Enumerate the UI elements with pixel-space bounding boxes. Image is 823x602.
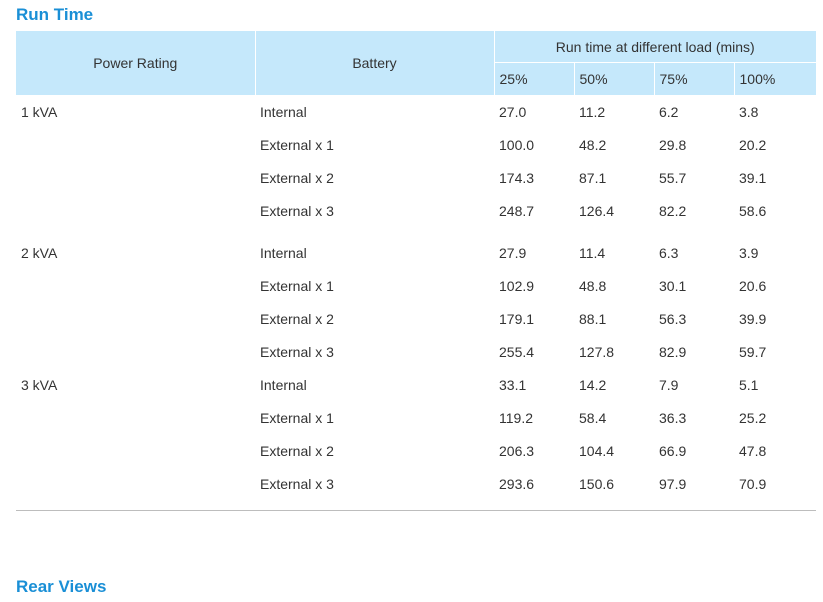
runtime-value-cell: 3.8	[739, 103, 759, 120]
group-spacer-cell	[16, 227, 816, 236]
header-load-100: 100%	[733, 62, 817, 95]
battery-cell: External x 3	[260, 202, 334, 219]
battery-cell: External x 1	[260, 409, 334, 426]
runtime-value-cell: 55.7	[659, 169, 687, 186]
runtime-value-cell: 6.3	[659, 244, 679, 261]
table-row: External x 3 293.6 150.6 97.9 70.9	[16, 467, 816, 500]
runtime-value-cell: 36.3	[659, 409, 687, 426]
run-time-title: Run Time	[16, 5, 94, 24]
runtime-value-cell: 27.9	[499, 244, 527, 261]
runtime-value-cell: 25.2	[739, 409, 767, 426]
runtime-value-cell: 97.9	[659, 475, 687, 492]
runtime-table-header: Power Rating Battery Run time at differe…	[16, 31, 817, 95]
battery-cell: Internal	[260, 244, 307, 261]
runtime-value-cell: 255.4	[499, 343, 535, 360]
runtime-value-cell: 127.8	[579, 343, 615, 360]
table-row: External x 3 248.7 126.4 82.2 58.6	[16, 194, 816, 227]
table-row: External x 1 100.0 48.2 29.8 20.2	[16, 128, 816, 161]
runtime-value-cell: 58.6	[739, 202, 767, 219]
runtime-value-cell: 100.0	[499, 136, 535, 153]
table-row: External x 3 255.4 127.8 82.9 59.7	[16, 335, 816, 368]
table-row: External x 1 119.2 58.4 36.3 25.2	[16, 401, 816, 434]
header-load-75: 75%	[653, 62, 734, 95]
runtime-value-cell: 56.3	[659, 310, 687, 327]
runtime-value-cell: 20.2	[739, 136, 767, 153]
runtime-value-cell: 5.1	[739, 376, 759, 393]
table-row: External x 1 102.9 48.8 30.1 20.6	[16, 269, 816, 302]
table-row: 1 kVA Internal 27.0 11.2 6.2 3.8	[16, 95, 816, 128]
runtime-value-cell: 119.2	[499, 409, 533, 426]
runtime-value-cell: 48.8	[579, 277, 607, 294]
table-row: 2 kVA Internal 27.9 11.4 6.3 3.9	[16, 236, 816, 269]
runtime-value-cell: 47.8	[739, 442, 767, 459]
table-row: External x 2 179.1 88.1 56.3 39.9	[16, 302, 816, 335]
runtime-value-cell: 126.4	[579, 202, 615, 219]
runtime-value-cell: 39.9	[739, 310, 767, 327]
header-load-50: 50%	[573, 62, 654, 95]
table-row: 3 kVA Internal 33.1 14.2 7.9 5.1	[16, 368, 816, 401]
runtime-value-cell: 70.9	[739, 475, 767, 492]
runtime-value-cell: 27.0	[499, 103, 527, 120]
runtime-value-cell: 150.6	[579, 475, 615, 492]
runtime-value-cell: 20.6	[739, 277, 767, 294]
runtime-value-cell: 29.8	[659, 136, 687, 153]
runtime-value-cell: 11.2	[579, 103, 606, 120]
battery-cell: External x 2	[260, 442, 334, 459]
runtime-value-cell: 174.3	[499, 169, 535, 186]
battery-cell: Internal	[260, 103, 307, 120]
runtime-value-cell: 104.4	[579, 442, 615, 459]
runtime-value-cell: 39.1	[739, 169, 767, 186]
runtime-value-cell: 82.9	[659, 343, 687, 360]
runtime-value-cell: 48.2	[579, 136, 607, 153]
runtime-value-cell: 6.2	[659, 103, 679, 120]
runtime-value-cell: 3.9	[739, 244, 759, 261]
battery-cell: External x 2	[260, 169, 334, 186]
runtime-value-cell: 87.1	[579, 169, 607, 186]
table-bottom-rule	[16, 510, 816, 511]
header-load-group: Run time at different load (mins)	[494, 31, 817, 63]
runtime-value-cell: 59.7	[739, 343, 767, 360]
runtime-value-cell: 33.1	[499, 376, 527, 393]
runtime-table: Power Rating Battery Run time at differe…	[16, 31, 817, 500]
battery-cell: External x 3	[260, 475, 334, 492]
runtime-value-cell: 293.6	[499, 475, 535, 492]
runtime-value-cell: 11.4	[579, 244, 606, 261]
runtime-value-cell: 88.1	[579, 310, 607, 327]
header-load-25: 25%	[494, 62, 574, 95]
header-power-rating: Power Rating	[16, 31, 256, 95]
power-rating-cell: 2 kVA	[21, 245, 58, 261]
runtime-value-cell: 206.3	[499, 442, 535, 459]
runtime-value-cell: 58.4	[579, 409, 607, 426]
battery-cell: External x 3	[260, 343, 334, 360]
rear-views-title: Rear Views	[16, 577, 107, 596]
battery-cell: Internal	[260, 376, 307, 393]
runtime-value-cell: 102.9	[499, 277, 535, 294]
runtime-value-cell: 7.9	[659, 376, 679, 393]
runtime-value-cell: 30.1	[659, 277, 687, 294]
battery-cell: External x 1	[260, 277, 334, 294]
table-row: External x 2 174.3 87.1 55.7 39.1	[16, 161, 816, 194]
runtime-value-cell: 82.2	[659, 202, 687, 219]
power-rating-cell: 3 kVA	[21, 377, 58, 393]
runtime-value-cell: 14.2	[579, 376, 607, 393]
power-rating-cell: 1 kVA	[21, 104, 58, 120]
runtime-value-cell: 248.7	[499, 202, 535, 219]
table-row: External x 2 206.3 104.4 66.9 47.8	[16, 434, 816, 467]
runtime-value-cell: 179.1	[499, 310, 535, 327]
group-spacer-row	[16, 227, 816, 236]
header-battery: Battery	[255, 31, 495, 95]
battery-cell: External x 1	[260, 136, 334, 153]
runtime-table-body: 1 kVA Internal 27.0 11.2 6.2 3.8 External x 1 1…	[16, 95, 816, 500]
runtime-value-cell: 66.9	[659, 442, 687, 459]
battery-cell: External x 2	[260, 310, 334, 327]
